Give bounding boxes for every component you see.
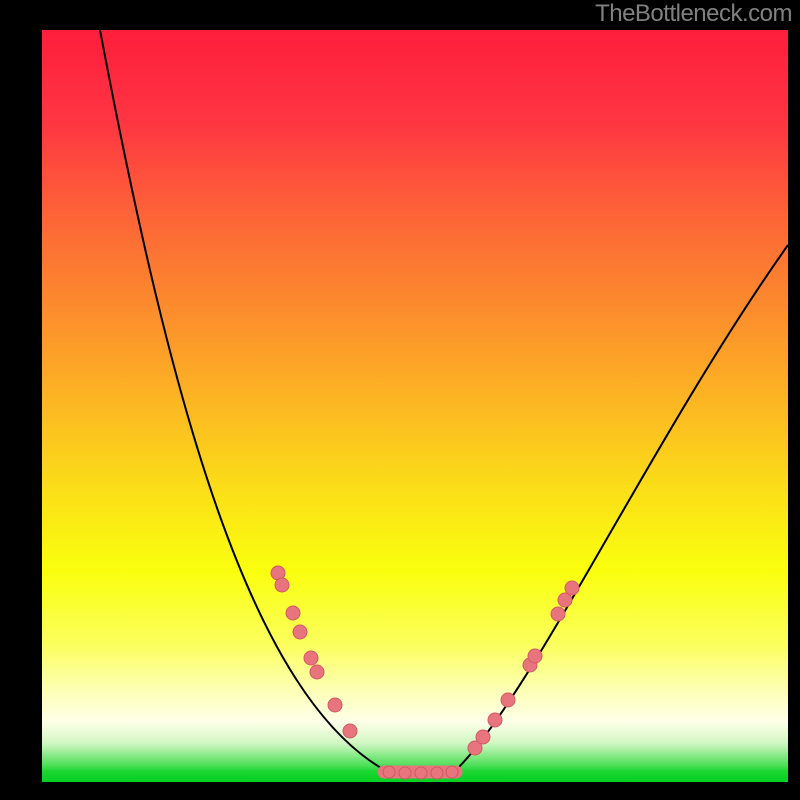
data-marker bbox=[565, 581, 579, 595]
data-marker bbox=[446, 766, 458, 778]
data-marker bbox=[551, 607, 565, 621]
data-marker bbox=[431, 767, 443, 779]
data-marker bbox=[415, 767, 427, 779]
data-marker bbox=[310, 665, 324, 679]
data-marker bbox=[488, 713, 502, 727]
data-marker bbox=[293, 625, 307, 639]
data-marker bbox=[328, 698, 342, 712]
chart-svg bbox=[0, 0, 800, 800]
data-marker bbox=[343, 724, 357, 738]
data-marker bbox=[501, 693, 515, 707]
data-marker bbox=[528, 649, 542, 663]
data-marker bbox=[275, 578, 289, 592]
plot-background-gradient bbox=[42, 30, 788, 782]
data-marker bbox=[476, 730, 490, 744]
data-marker bbox=[304, 651, 318, 665]
watermark-text: TheBottleneck.com bbox=[595, 0, 792, 28]
data-marker bbox=[383, 766, 395, 778]
chart-container: TheBottleneck.com bbox=[0, 0, 800, 800]
data-marker bbox=[286, 606, 300, 620]
data-marker bbox=[399, 767, 411, 779]
